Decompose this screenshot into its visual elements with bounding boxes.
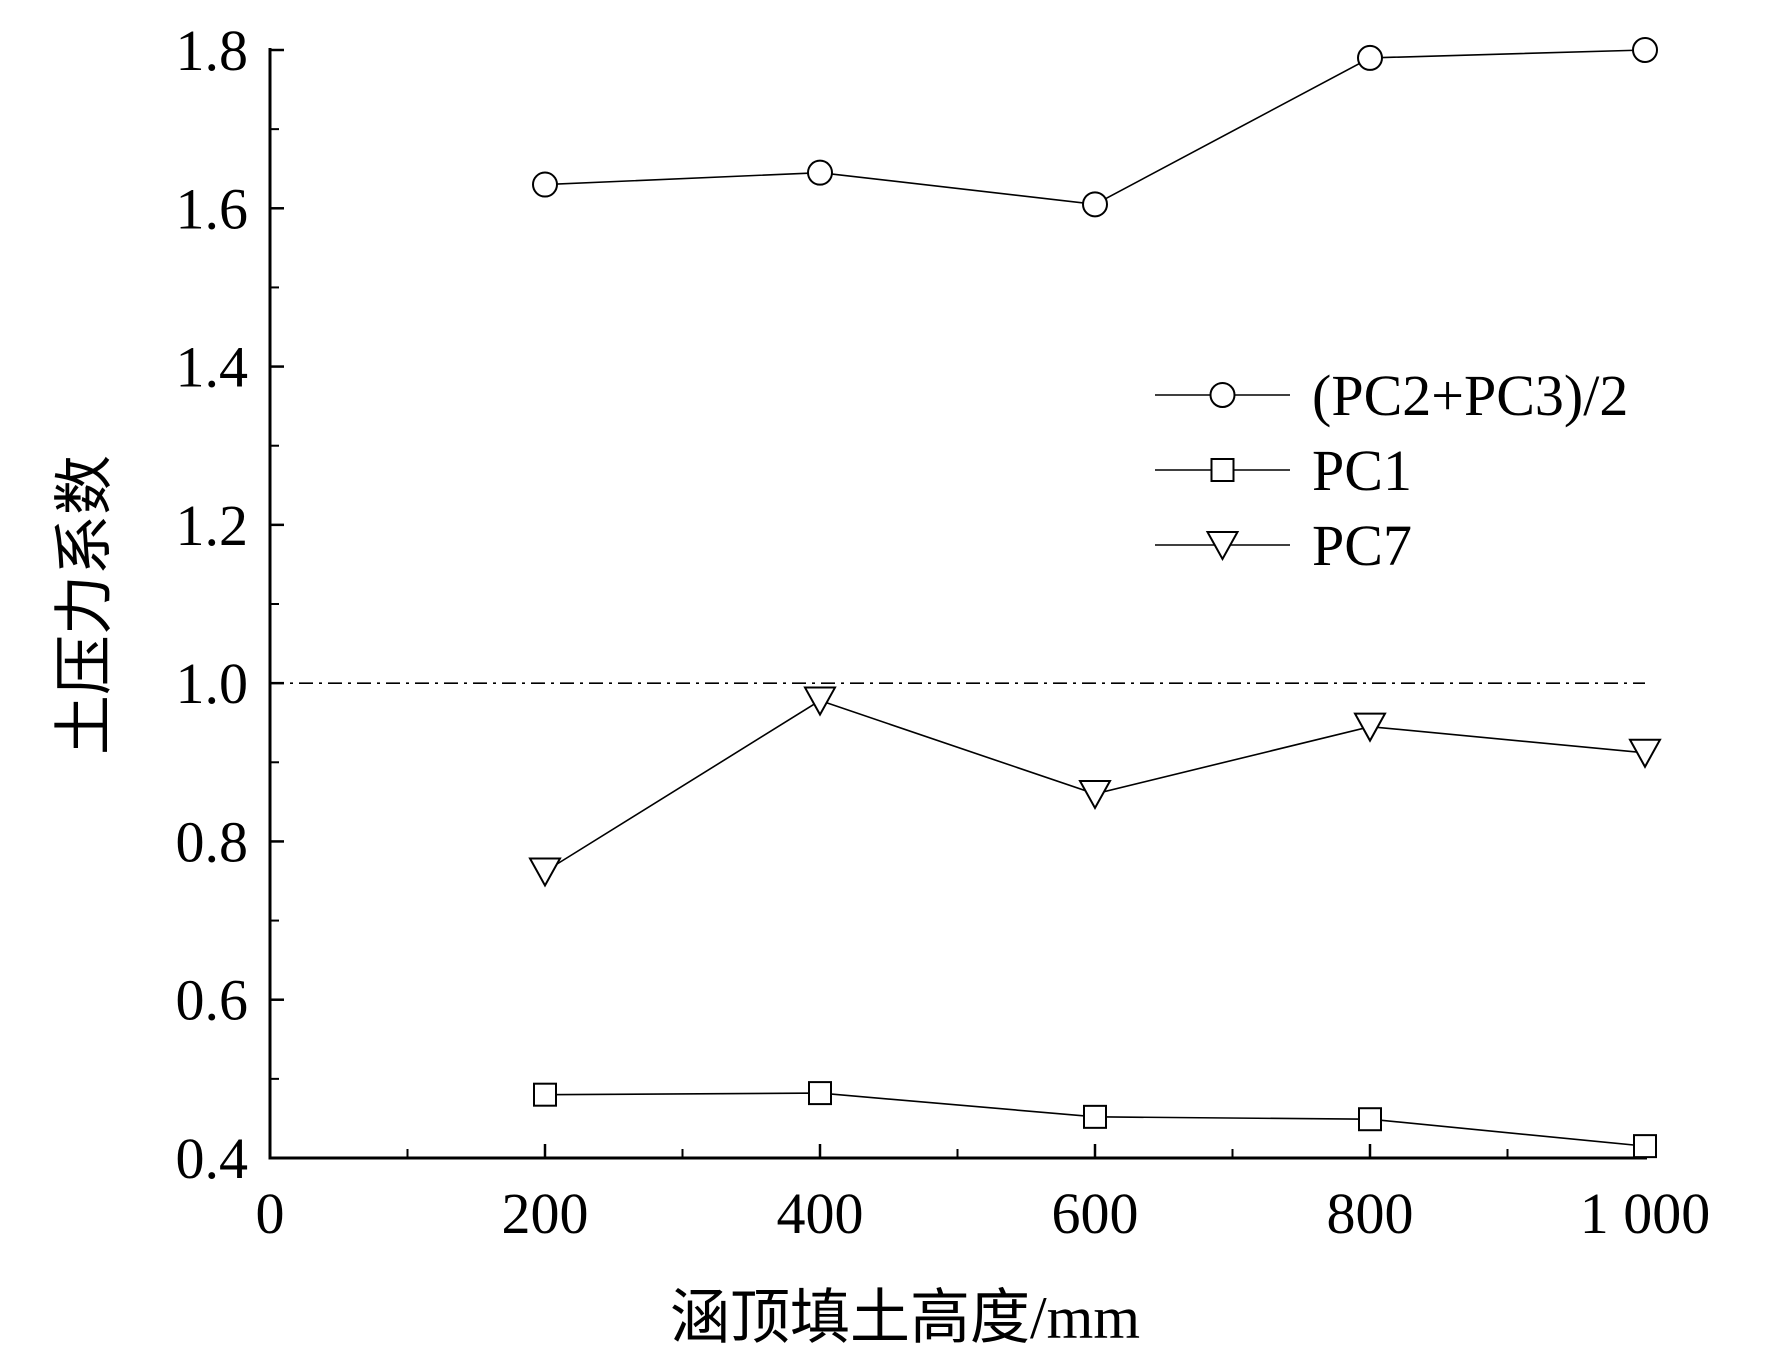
x-tick-label: 1 000 [1580,1181,1711,1246]
data-point [1357,44,1383,71]
legend-label: PC1 [1312,438,1412,503]
legend-label: PC7 [1312,513,1412,578]
x-tick-label: 800 [1327,1181,1414,1246]
data-point [1358,1107,1382,1132]
data-point [803,686,837,717]
y-axis-title: 土压力系数 [52,455,118,755]
legend-marker [1209,382,1236,408]
series-circle [532,37,1658,218]
data-point [532,171,558,198]
series-line [544,49,1646,206]
legend-marker [1210,458,1235,482]
x-axis-title: 涵顶填土高度/mm [670,1285,1140,1351]
y-tick-label: 1.6 [176,176,249,241]
x-tick-label: 400 [777,1181,864,1246]
legend-label: (PC2+PC3)/2 [1312,363,1628,428]
legend-marker [1205,531,1240,562]
legend-item: PC1 [1155,438,1412,503]
x-tick-label: 200 [502,1181,589,1246]
y-tick-label: 1.4 [176,335,249,400]
legend: (PC2+PC3)/2 PC1 PC7 [1155,363,1628,578]
data-point [533,1082,557,1107]
data-point [1633,1134,1657,1159]
data-point [1083,1104,1107,1129]
y-tick-label: 0.4 [176,1126,249,1191]
x-tick-label: 600 [1052,1181,1139,1246]
series-layer [528,37,1662,1159]
data-point [1632,37,1658,63]
data-point [1353,712,1387,743]
y-tick-label: 1.8 [176,18,249,83]
axes-layer: 0 200 400 600 800 1 000 0.4 0.6 0.8 1.0 1.2 1.4 1.6 1… [176,18,1711,1246]
data-point [1078,779,1112,811]
y-tick-label: 1.0 [176,651,249,716]
series-triangle-down [528,686,1662,888]
data-point [807,159,833,186]
y-tick-label: 0.6 [176,968,249,1033]
data-point [528,857,562,888]
y-tick-label: 1.2 [176,493,249,558]
data-point [1628,738,1662,769]
series-square [533,1081,1657,1159]
legend-item: PC7 [1155,513,1412,578]
data-point [1082,191,1108,218]
data-point [808,1081,832,1106]
y-tick-label: 0.8 [176,809,249,874]
legend-item: (PC2+PC3)/2 [1155,363,1628,428]
x-tick-label: 0 [256,1181,285,1246]
